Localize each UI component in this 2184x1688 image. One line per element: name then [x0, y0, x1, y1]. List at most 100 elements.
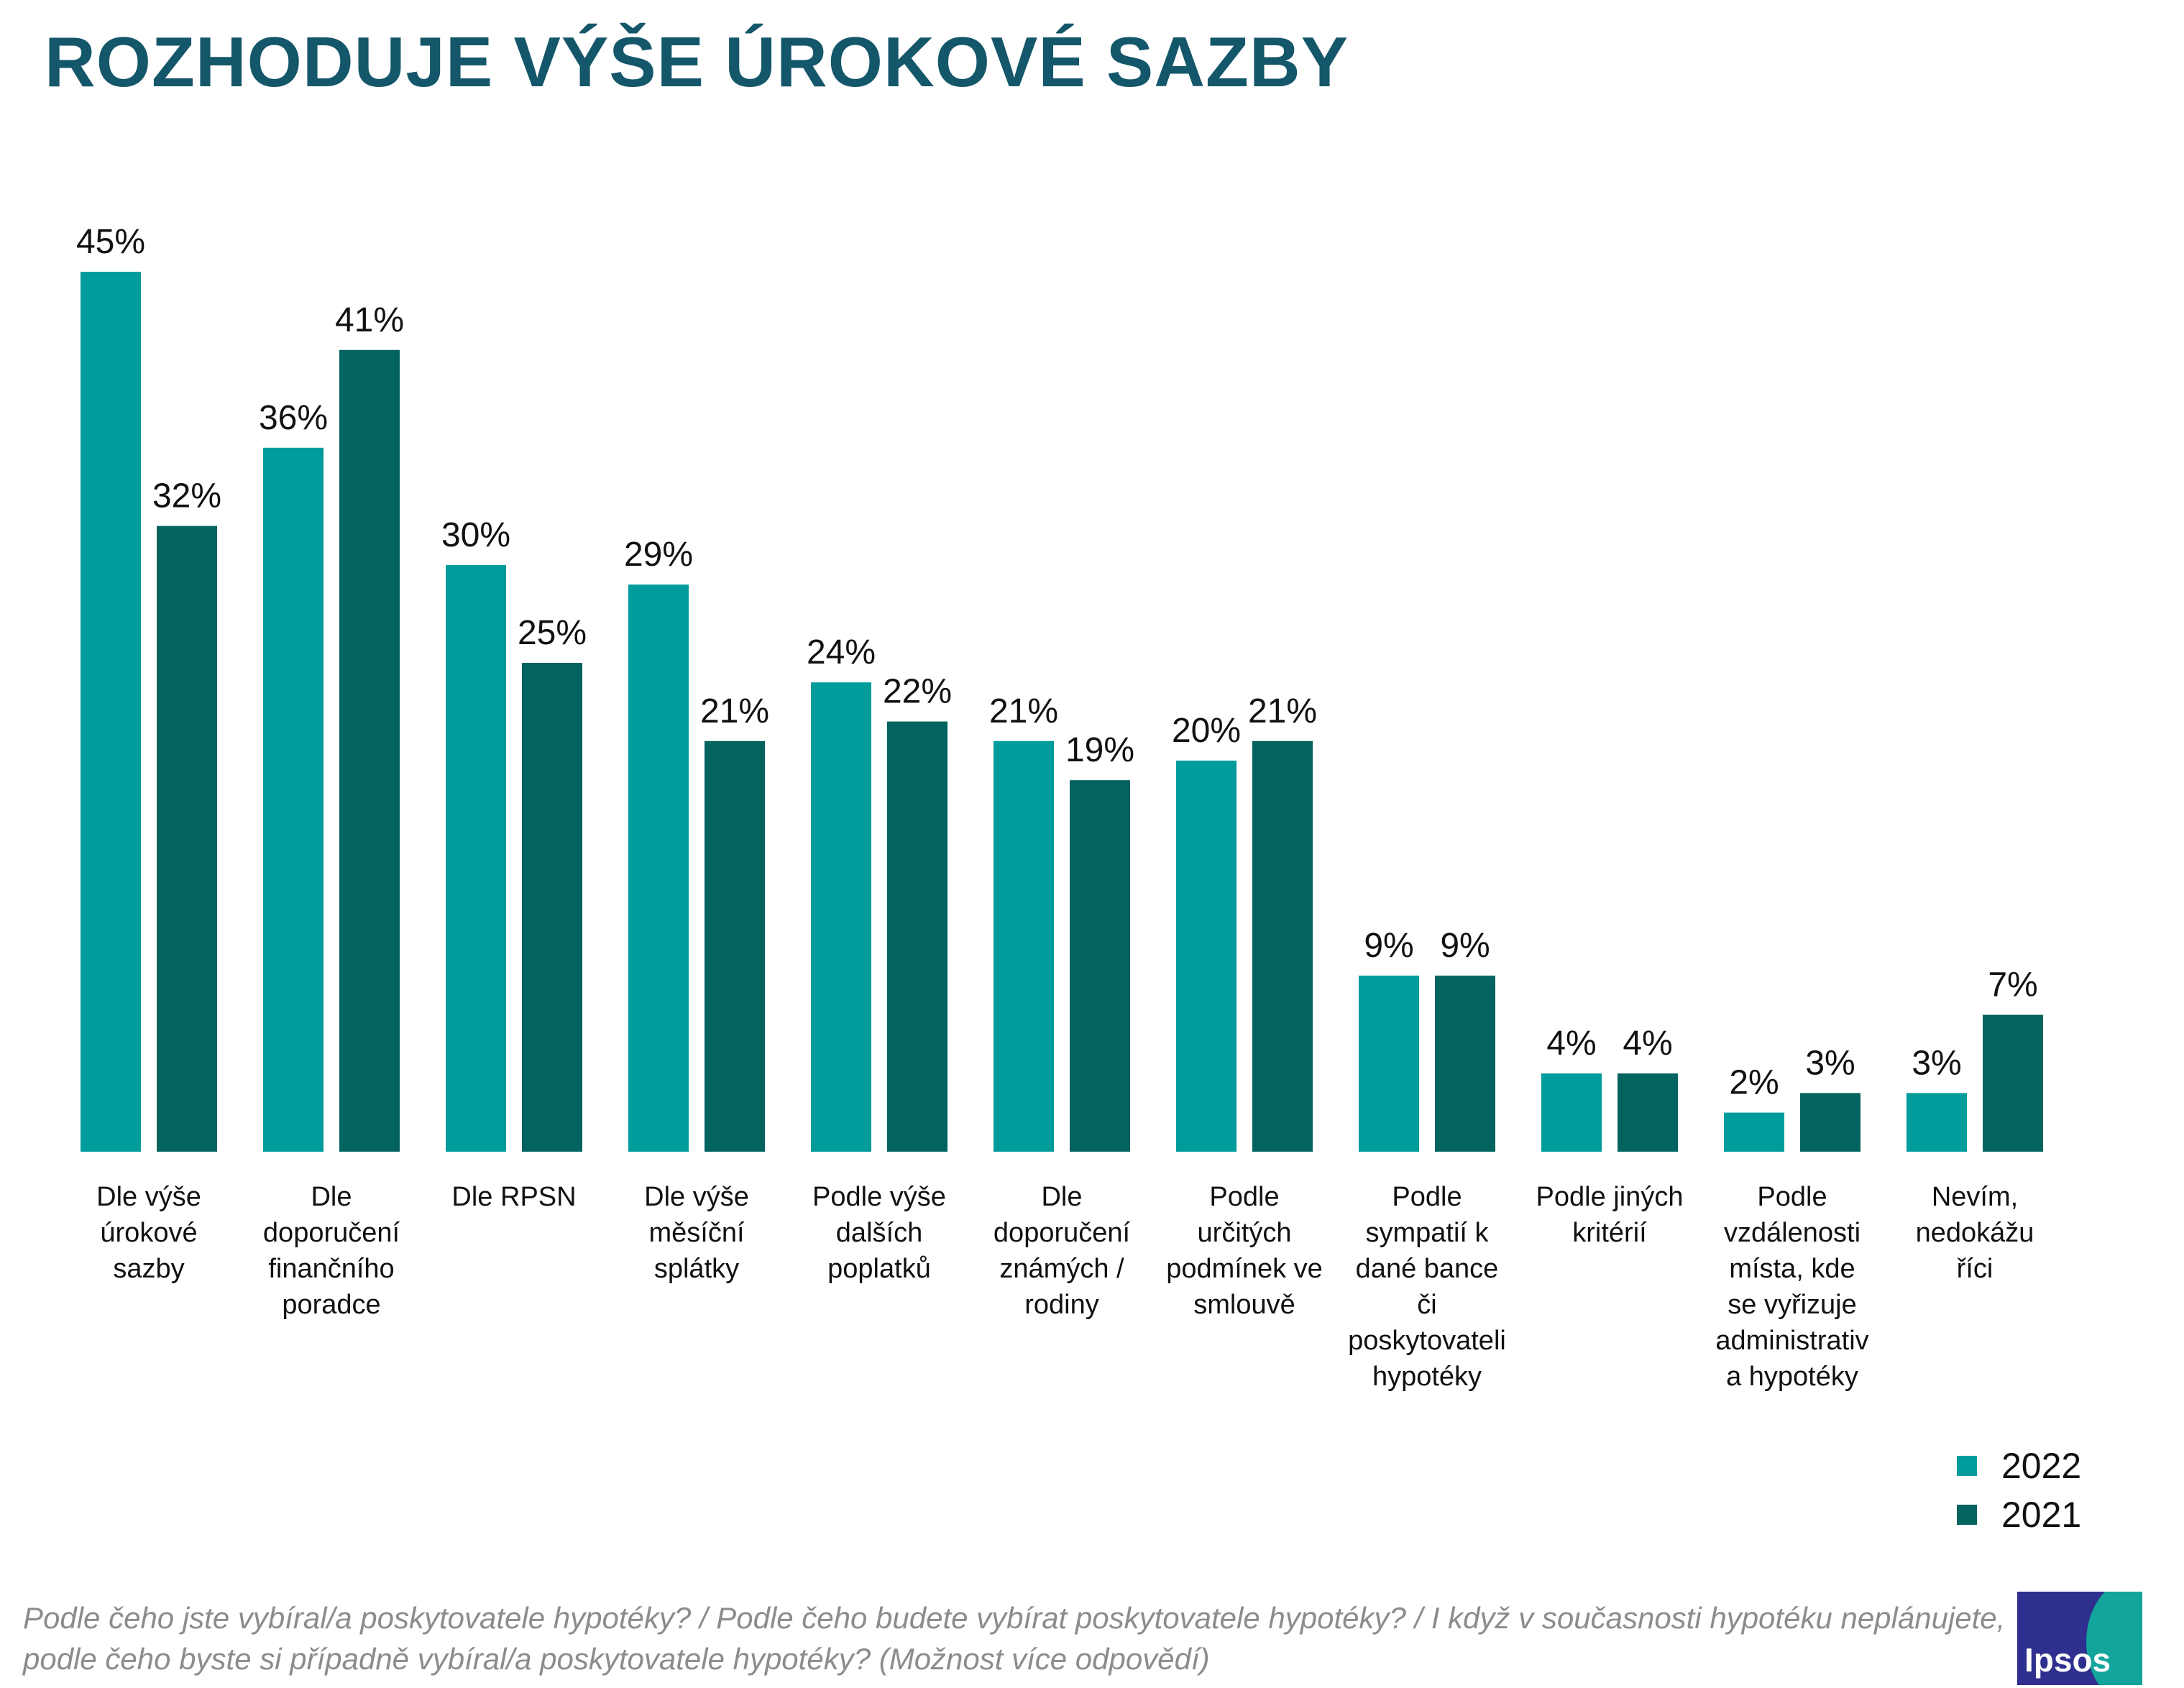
category-label-line: dané bance — [1355, 1254, 1499, 1284]
data-label-2021-11: 7% — [1988, 966, 2037, 1004]
category-label-line: Podle — [1209, 1182, 1280, 1212]
data-label-2022-1: 45% — [76, 223, 145, 261]
category-label-line: Podle výše — [812, 1182, 946, 1212]
bar-2022-2 — [263, 447, 324, 1152]
category-label-line: rodiny — [1024, 1290, 1099, 1320]
bar-2022-6 — [994, 740, 1054, 1152]
data-label-2022-4: 29% — [624, 536, 693, 574]
data-label-2021-5: 22% — [883, 673, 952, 711]
bar-2022-4 — [628, 584, 689, 1152]
category-label-line: Podle — [1757, 1182, 1827, 1212]
category-label-line: Dle RPSN — [451, 1182, 577, 1212]
bar-2021-3 — [522, 663, 582, 1152]
data-label-2022-5: 24% — [807, 633, 876, 671]
category-label-3: Dle RPSN — [424, 1179, 604, 1215]
data-label-2021-10: 3% — [1805, 1044, 1855, 1082]
legend-swatch-2022 — [1957, 1455, 1977, 1476]
bar-chart: 45%32%36%41%30%25%29%21%24%22%21%19%20%2… — [76, 223, 2043, 1152]
data-label-2022-3: 30% — [441, 516, 510, 554]
legend-item-2021: 2021 — [1957, 1494, 2081, 1536]
category-label-line: doporučení — [262, 1218, 400, 1248]
category-label-line: poradce — [282, 1290, 381, 1320]
bar-2021-7 — [1252, 740, 1313, 1152]
category-label-4: Dle výše měsíční splátky — [607, 1179, 786, 1287]
category-label-line: sympatií k — [1365, 1218, 1489, 1248]
category-label-line: sazby — [113, 1254, 185, 1284]
bar-2022-7 — [1176, 761, 1236, 1152]
data-label-2021-6: 19% — [1065, 731, 1134, 769]
bar-2021-10 — [1800, 1093, 1860, 1152]
bar-2021-8 — [1435, 976, 1495, 1152]
data-label-2022-11: 3% — [1912, 1044, 1961, 1082]
survey-question-note: Podle čeho jste vybíral/a poskytovatele … — [23, 1601, 2006, 1676]
category-label-line: finančního — [268, 1254, 395, 1284]
bar-2021-5 — [887, 721, 948, 1152]
category-label-9: Podle jiných kritérií — [1520, 1179, 1699, 1251]
bar-2022-5 — [811, 682, 871, 1152]
category-label-6: Dle doporučení známých / rodiny — [972, 1179, 1152, 1323]
category-label-line: Dle — [311, 1182, 352, 1212]
data-label-2022-10: 2% — [1729, 1064, 1779, 1102]
data-label-2022-7: 20% — [1172, 712, 1241, 750]
category-label-8: Podle sympatií k dané bance či poskytovateli… — [1337, 1179, 1517, 1395]
category-label-11: Nevím, nedokážu říci — [1885, 1179, 2065, 1287]
data-label-2021-3: 25% — [518, 614, 587, 652]
category-label-line: kritérií — [1572, 1218, 1647, 1248]
bar-2022-8 — [1359, 976, 1419, 1152]
logo-text: Ipsos — [2024, 1641, 2111, 1679]
category-label-line: splátky — [653, 1254, 740, 1284]
category-label-line: známých / — [999, 1254, 1124, 1284]
bar-2021-6 — [1070, 780, 1130, 1152]
bar-2021-11 — [1983, 1014, 2043, 1152]
category-label-line: měsíční — [648, 1218, 745, 1248]
category-label-line: vzdálenosti — [1723, 1218, 1861, 1248]
category-label-line: Podle — [1392, 1182, 1462, 1212]
category-label-10: Podle vzdálenosti místa, kde se vyřizuje adm… — [1702, 1179, 1882, 1395]
bar-2021-1 — [157, 526, 217, 1152]
category-label-line: a hypotéky — [1726, 1362, 1858, 1392]
category-label-line: určitých — [1197, 1218, 1292, 1248]
legend-swatch-2021 — [1957, 1504, 1977, 1525]
bar-2022-1 — [81, 272, 141, 1152]
category-label-5: Podle výše dalších poplatků — [789, 1179, 969, 1287]
bar-2022-10 — [1724, 1112, 1784, 1152]
category-label-line: poplatků — [827, 1254, 931, 1284]
legend-label-2021: 2021 — [2001, 1495, 2082, 1535]
category-label-line: poskytovateli — [1348, 1326, 1506, 1356]
category-label-line: Podle jiných — [1536, 1182, 1684, 1212]
data-label-2022-9: 4% — [1546, 1024, 1596, 1063]
data-label-2022-2: 36% — [259, 399, 328, 437]
page-title: ROZHODUJE VÝŠE ÚROKOVÉ SAZBY — [45, 22, 1349, 101]
category-label-line: podmínek ve — [1166, 1254, 1323, 1284]
data-label-2021-7: 21% — [1248, 692, 1317, 730]
category-label-line: nedokážu — [1915, 1218, 2034, 1248]
category-label-line: Dle výše — [96, 1182, 201, 1212]
ipsos-logo: Ipsos — [2017, 1592, 2142, 1685]
data-label-2021-8: 9% — [1440, 927, 1490, 965]
category-label-line: místa, kde — [1729, 1254, 1855, 1284]
category-label-line: se vyřizuje — [1728, 1290, 1857, 1320]
data-label-2022-8: 9% — [1364, 927, 1413, 965]
category-label-2: Dle doporučení finančního poradce — [242, 1179, 421, 1323]
legend-item-2022: 2022 — [1957, 1445, 2081, 1487]
category-label-line: či — [1417, 1290, 1437, 1320]
category-label-line: doporučení — [993, 1218, 1131, 1248]
category-label-line: Dle výše — [644, 1182, 749, 1212]
bar-2021-4 — [705, 740, 765, 1152]
bar-2021-2 — [339, 349, 400, 1152]
legend-label-2022: 2022 — [2001, 1446, 2082, 1486]
category-label-line: smlouvě — [1193, 1290, 1295, 1320]
data-label-2021-2: 41% — [335, 301, 404, 339]
bar-2022-11 — [1907, 1093, 1967, 1152]
data-label-2022-6: 21% — [989, 692, 1058, 730]
data-label-2021-4: 21% — [700, 692, 769, 730]
category-label-1: Dle výše úrokové sazby — [59, 1179, 239, 1287]
category-label-line: Dle — [1041, 1182, 1083, 1212]
bar-2022-3 — [446, 565, 506, 1152]
category-label-line: úrokové — [100, 1218, 198, 1248]
category-label-line: říci — [1956, 1254, 1993, 1284]
data-label-2021-1: 32% — [152, 477, 221, 515]
bar-2022-9 — [1541, 1073, 1602, 1152]
category-label-line: administrativ — [1715, 1326, 1869, 1356]
bar-2021-9 — [1618, 1073, 1678, 1152]
